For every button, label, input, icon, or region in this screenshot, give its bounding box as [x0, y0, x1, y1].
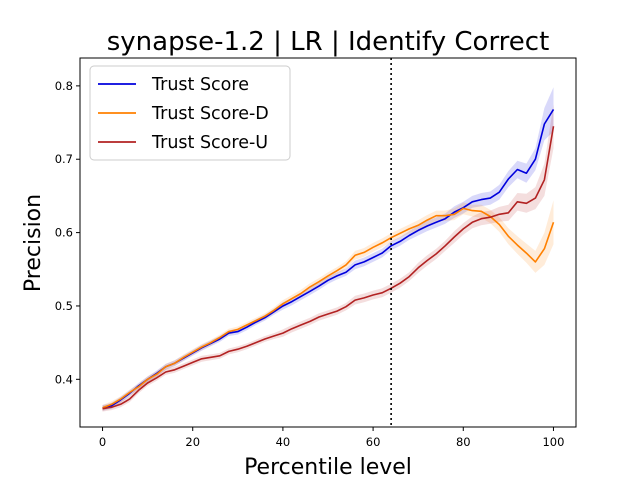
confidence-band-trust-score-u	[102, 104, 554, 412]
y-tick-label: 0.5	[55, 299, 73, 313]
x-axis-ticks: 0 20 40 60 80 100	[99, 427, 564, 449]
y-tick-label: 0.7	[55, 152, 73, 166]
y-axis-title: Precision	[21, 194, 46, 292]
x-tick-label: 60	[366, 435, 381, 449]
series-lines	[102, 108, 555, 410]
legend: Trust Score Trust Score-D Trust Score-U	[89, 65, 291, 161]
y-axis-ticks: 0.4 0.5 0.6 0.7 0.8	[55, 79, 80, 386]
x-tick-label: 20	[185, 435, 200, 449]
y-tick-label: 0.4	[55, 372, 73, 386]
series-line-trust-score-d	[102, 207, 555, 409]
x-axis-title: Percentile level	[244, 455, 412, 480]
legend-label-trust-score-d: Trust Score-D	[151, 104, 269, 124]
legend-label-trust-score-u: Trust Score-U	[151, 133, 268, 153]
x-tick-label: 100	[542, 435, 564, 449]
y-tick-label: 0.8	[55, 79, 73, 93]
x-tick-label: 0	[99, 435, 106, 449]
series-line-trust-score-u	[102, 126, 555, 410]
chart-title: synapse-1.2 | LR | Identify Correct	[107, 27, 550, 57]
x-tick-label: 80	[456, 435, 471, 449]
x-tick-label: 40	[276, 435, 291, 449]
legend-label-trust-score: Trust Score	[151, 75, 249, 95]
plot-frame	[79, 57, 577, 428]
legend-frame	[89, 65, 291, 161]
y-tick-label: 0.6	[55, 226, 73, 240]
